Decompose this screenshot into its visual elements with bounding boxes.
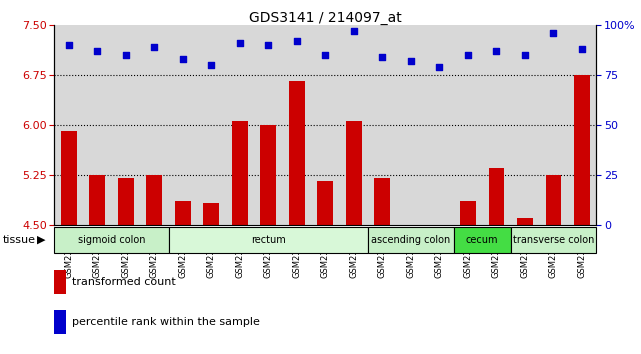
Bar [226, 25, 254, 225]
Bar [197, 25, 226, 225]
Point [263, 42, 274, 48]
Bar [539, 25, 568, 225]
Bar [425, 25, 454, 225]
Bar [203, 203, 219, 225]
Bar [340, 25, 368, 225]
Bar [232, 121, 247, 225]
Bar [374, 178, 390, 225]
Bar [260, 125, 276, 225]
Bar [54, 25, 83, 225]
Point [121, 52, 131, 58]
Bar [83, 25, 112, 225]
Point [377, 54, 387, 59]
Text: tissue: tissue [3, 235, 36, 245]
Point [206, 62, 217, 68]
Bar [54, 270, 67, 294]
Bar [403, 225, 419, 235]
Bar [545, 175, 562, 225]
Point [434, 64, 444, 70]
Bar [169, 227, 368, 253]
Bar [511, 25, 539, 225]
Bar [511, 227, 596, 253]
Point [491, 48, 501, 53]
Point [63, 42, 74, 48]
Text: sigmoid colon: sigmoid colon [78, 235, 146, 245]
Bar [175, 201, 190, 225]
Bar [317, 182, 333, 225]
Text: ▶: ▶ [37, 235, 46, 245]
Bar [118, 178, 133, 225]
Point [235, 40, 245, 46]
Point [178, 56, 188, 62]
Point [548, 30, 558, 36]
Point [292, 38, 302, 44]
Bar [517, 218, 533, 225]
Text: cecum: cecum [466, 235, 498, 245]
Bar [488, 168, 504, 225]
Point [463, 52, 473, 58]
Bar [54, 310, 67, 334]
Point [92, 48, 103, 53]
Bar [397, 25, 425, 225]
Point [577, 46, 587, 52]
Bar [568, 25, 596, 225]
Bar [112, 25, 140, 225]
Bar [140, 25, 169, 225]
Bar [311, 25, 340, 225]
Text: transverse colon: transverse colon [513, 235, 594, 245]
Bar [283, 25, 311, 225]
Bar [482, 25, 511, 225]
Bar [146, 175, 162, 225]
Bar [289, 81, 304, 225]
Text: GDS3141 / 214097_at: GDS3141 / 214097_at [249, 11, 402, 25]
Point [149, 44, 160, 50]
Bar [460, 201, 476, 225]
Bar [368, 25, 397, 225]
Point [320, 52, 331, 58]
Bar [431, 225, 447, 238]
Point [349, 28, 359, 34]
Bar [454, 227, 511, 253]
Text: percentile rank within the sample: percentile rank within the sample [72, 317, 260, 327]
Bar [346, 121, 362, 225]
Text: rectum: rectum [251, 235, 286, 245]
Bar [54, 227, 169, 253]
Point [520, 52, 530, 58]
Bar [574, 75, 590, 225]
Point [406, 58, 416, 64]
Bar [368, 227, 454, 253]
Bar [254, 25, 283, 225]
Bar [61, 131, 76, 225]
Bar [169, 25, 197, 225]
Bar [454, 25, 482, 225]
Text: ascending colon: ascending colon [371, 235, 451, 245]
Text: transformed count: transformed count [72, 277, 176, 287]
Bar [89, 175, 105, 225]
